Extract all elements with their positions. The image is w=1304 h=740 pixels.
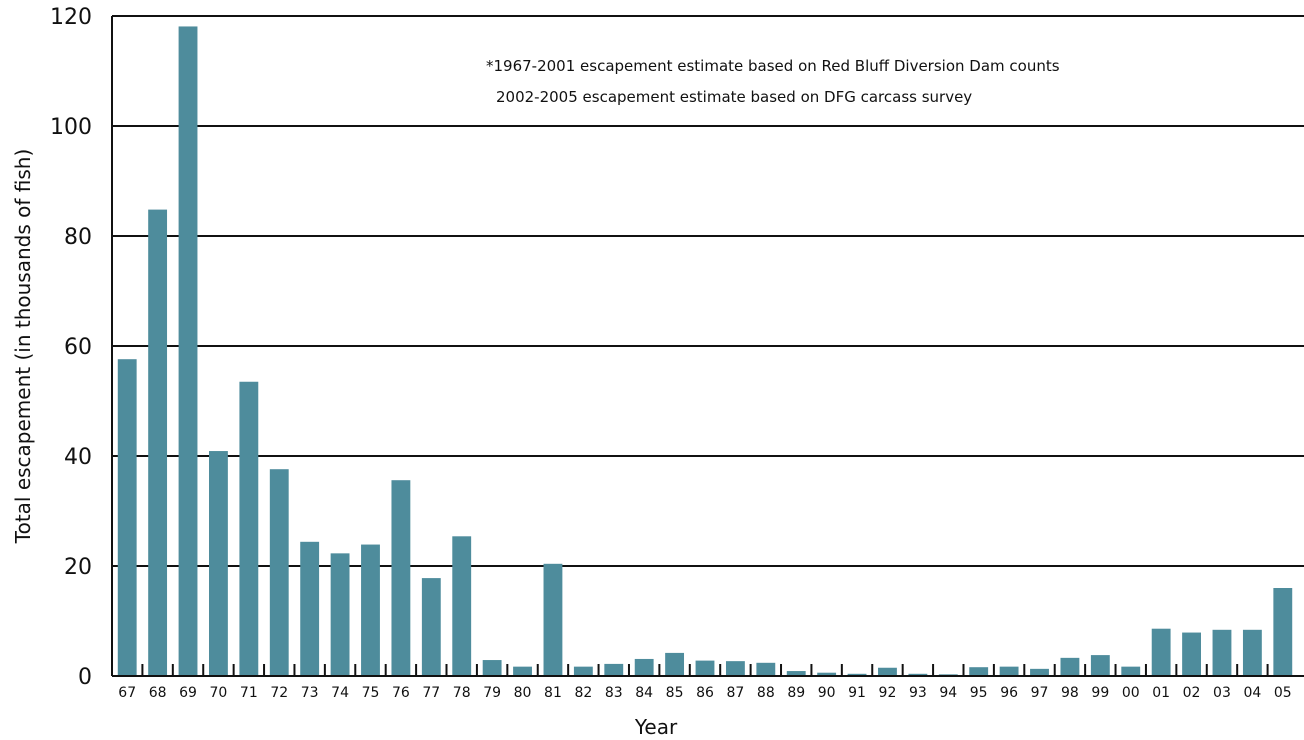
x-tick-label: 88	[757, 685, 775, 701]
x-tick-label: 68	[149, 685, 167, 701]
bar	[1121, 666, 1141, 676]
bar	[695, 660, 715, 676]
bar	[725, 661, 745, 676]
gridlines	[112, 15, 1304, 567]
x-tick-label: 86	[696, 685, 714, 701]
x-tick-labels: 67 68 69 70 71 72 73 74 75 76 77 78 79 80 81 82 83 84 85 86…	[118, 685, 1291, 701]
y-axis-title: Total escapement (in thousands of fish)	[11, 149, 35, 544]
bar	[239, 381, 259, 676]
x-tick-label: 91	[848, 685, 866, 701]
bar	[634, 658, 654, 676]
bar	[361, 544, 380, 676]
annotation-line-1: *1967-2001 escapement estimate based on …	[486, 57, 1060, 75]
x-tick-label: 69	[179, 685, 197, 701]
bar	[330, 553, 350, 676]
bar	[786, 671, 806, 676]
x-tick-label: 72	[270, 685, 288, 701]
x-tick-label: 75	[362, 685, 380, 701]
bar	[513, 666, 532, 676]
bar	[543, 563, 563, 676]
x-tick-label: 70	[210, 685, 228, 701]
x-tick-label: 92	[879, 685, 897, 701]
x-tick-label: 71	[240, 685, 258, 701]
bar	[908, 673, 928, 676]
bars	[117, 26, 1293, 676]
bar	[117, 359, 137, 676]
x-tick-label: 94	[939, 685, 957, 701]
x-tick-label: 00	[1122, 685, 1140, 701]
bar	[482, 660, 502, 676]
x-tick-label: 82	[574, 685, 592, 701]
x-tick-label: 96	[1000, 685, 1018, 701]
bar	[817, 672, 837, 676]
x-tick-label: 90	[818, 685, 836, 701]
x-axis-title: Year	[634, 715, 678, 739]
x-tick-label: 98	[1061, 685, 1079, 701]
bar	[391, 480, 411, 676]
x-tick-label: 95	[970, 685, 988, 701]
bar	[1090, 655, 1110, 676]
x-tick-label: 85	[666, 685, 684, 701]
y-tick-label: 80	[64, 225, 92, 250]
x-tick-label: 87	[726, 685, 744, 701]
y-tick-label: 0	[78, 665, 92, 690]
bar	[1182, 632, 1201, 676]
axes	[111, 16, 1304, 677]
x-tick-label: 05	[1274, 685, 1292, 701]
bar	[847, 673, 867, 676]
y-tick-label: 100	[50, 115, 92, 140]
y-tick-label: 40	[64, 445, 92, 470]
bar	[452, 536, 472, 676]
x-ticks	[141, 664, 1269, 676]
bar	[269, 469, 289, 676]
bar	[999, 666, 1019, 676]
x-tick-label: 76	[392, 685, 410, 701]
x-tick-label: 67	[118, 685, 136, 701]
x-tick-label: 80	[514, 685, 532, 701]
bar	[1151, 628, 1171, 676]
x-tick-label: 77	[422, 685, 440, 701]
y-tick-label: 20	[64, 555, 92, 580]
x-tick-label: 03	[1213, 685, 1231, 701]
bar	[1242, 629, 1262, 676]
x-tick-label: 02	[1183, 685, 1201, 701]
x-tick-label: 97	[1031, 685, 1049, 701]
bar	[665, 652, 685, 676]
x-tick-label: 99	[1091, 685, 1109, 701]
x-tick-label: 83	[605, 685, 623, 701]
x-tick-label: 81	[544, 685, 562, 701]
bar	[1060, 657, 1080, 676]
bar	[300, 541, 320, 676]
y-tick-labels: 0 20 40 60 80 100 120	[50, 5, 92, 690]
x-tick-label: 79	[483, 685, 501, 701]
bar	[756, 662, 776, 676]
annotation-line-2: 2002-2005 escapement estimate based on D…	[496, 88, 972, 106]
x-tick-label: 73	[301, 685, 319, 701]
bar	[148, 209, 168, 676]
x-tick-label: 74	[331, 685, 349, 701]
bar	[1273, 588, 1293, 676]
x-tick-label: 04	[1243, 685, 1261, 701]
bar	[604, 663, 624, 676]
bar	[878, 667, 897, 676]
y-tick-label: 60	[64, 335, 92, 360]
bar	[969, 667, 989, 676]
bar	[1030, 668, 1049, 676]
x-tick-label: 84	[635, 685, 653, 701]
x-tick-label: 89	[787, 685, 805, 701]
x-tick-label: 93	[909, 685, 927, 701]
y-tick-label: 120	[50, 5, 92, 30]
bar	[209, 451, 228, 676]
bar	[421, 578, 441, 676]
bar	[178, 26, 198, 676]
x-tick-label: 01	[1152, 685, 1170, 701]
bar	[1212, 629, 1232, 676]
x-tick-label: 78	[453, 685, 471, 701]
bar	[573, 666, 593, 676]
